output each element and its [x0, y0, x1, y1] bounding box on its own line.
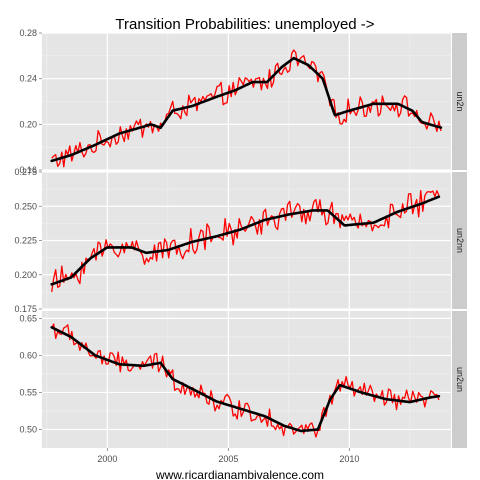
- x-tick-label: 2005: [218, 454, 238, 464]
- y-tick-label: 0.250: [14, 201, 37, 211]
- series-smoothed-un2n: [50, 56, 443, 163]
- y-tick-label: 0.65: [19, 313, 37, 323]
- y-tick-label: 0.28: [19, 28, 37, 38]
- x-tick-label: 2010: [339, 454, 359, 464]
- facet-strip: [452, 172, 467, 309]
- x-axis: 2000 2005 2010: [97, 448, 359, 464]
- x-tick-label: 2000: [97, 454, 117, 464]
- y-tick-label: 0.50: [19, 424, 37, 434]
- facet-strip-label: un2un: [455, 367, 465, 392]
- series-smoothed-un2un: [50, 325, 441, 433]
- panel-un2un: 0.50 0.55 0.60 0.65 un2un: [19, 311, 467, 448]
- y-tick-label: 0.24: [19, 74, 37, 84]
- site-caption: www.ricardianambivalence.com: [155, 468, 324, 480]
- y-tick-label: 0.60: [19, 350, 37, 360]
- y-tick-label: 0.225: [14, 236, 37, 246]
- facet-strip-label: un2nn: [455, 228, 465, 253]
- panel-background: [42, 311, 451, 448]
- series-raw-un2n: [51, 49, 442, 168]
- facet-strip: [452, 33, 467, 170]
- y-tick-label: 0.16: [19, 165, 37, 175]
- gridlines: [42, 171, 451, 310]
- series-raw-un2nn: [51, 189, 440, 293]
- chart-title: Transition Probabilities: unemployed ->: [115, 16, 374, 33]
- series-raw-un2un: [51, 323, 440, 438]
- facet-strip-label: un2n: [455, 91, 465, 111]
- y-tick-label: 0.175: [14, 304, 37, 314]
- series-smoothed-un2nn: [50, 195, 441, 286]
- y-tick-label: 0.275: [14, 167, 37, 177]
- facet-panels: 0.16 0.20 0.24 0.28 un2n 0.175 0.200 0.225 0.250…: [14, 28, 467, 448]
- facet-strip: [452, 311, 467, 448]
- y-tick-label: 0.55: [19, 387, 37, 397]
- panel-un2nn: 0.175 0.200 0.225 0.250 0.275 un2nn: [14, 167, 467, 314]
- y-tick-label: 0.200: [14, 270, 37, 280]
- y-tick-label: 0.20: [19, 119, 37, 129]
- panel-un2n: 0.16 0.20 0.24 0.28 un2n: [19, 28, 467, 175]
